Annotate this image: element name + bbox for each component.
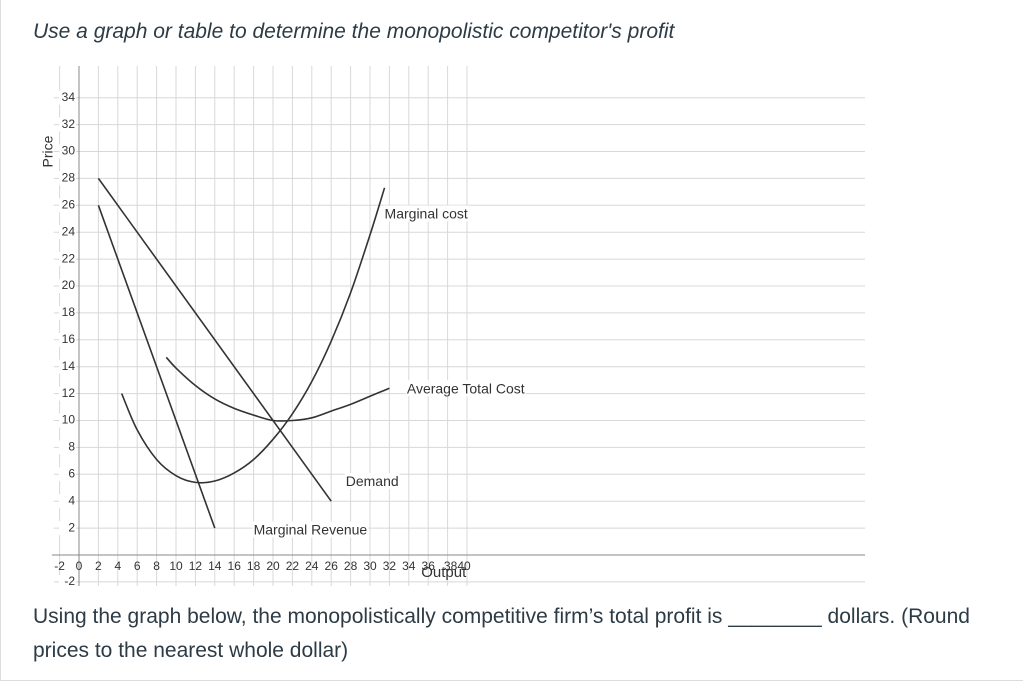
demand-curve [97,177,332,502]
x-tick-label: 36 [422,559,436,573]
y-tick-label: 14 [62,359,76,373]
y-tick-label-bg [59,494,76,509]
answer-prompt: Using the graph below, the monopolistica… [33,605,729,628]
x-tick-label: 22 [286,559,300,573]
y-tick-label-bg [59,252,76,267]
y-tick-label: -2 [64,574,75,586]
marginal-cost-label: Marginal cost [385,205,468,221]
y-tick-label: 34 [62,90,76,104]
cost-revenue-chart: -2 0 2 4 6 8 10 12 14 16 18 20 22 24 26 28 30 32 34 36 38 40-… [40,66,865,586]
answer-suffix: dollars. (Round prices to the nearest wh… [33,605,970,662]
y-tick-label-bg [59,413,76,428]
x-tick-label: 34 [402,559,416,573]
y-tick-label: 26 [62,197,76,211]
y-tick-label: 18 [62,305,76,319]
x-tick-label: 32 [383,559,397,573]
y-tick-label: 12 [62,386,76,400]
y-tick-label: 4 [68,493,75,507]
x-axis-label: Output [421,564,467,581]
x-tick-label: 40 [457,559,471,573]
y-axis-label: Price [40,135,56,167]
marginal-revenue-label-bg [252,521,369,538]
y-tick-label: 10 [62,413,76,427]
y-tick-label: 24 [62,224,76,238]
y-tick-label: 16 [62,332,76,346]
demand-label-bg [344,473,400,490]
y-tick-label-bg [59,467,76,482]
x-tick-label: 2 [95,559,102,573]
marginal-cost-curve [120,187,386,484]
x-tick-label: -2 [54,559,65,573]
y-tick-label-bg [59,359,76,374]
x-tick-label: 6 [134,559,141,573]
y-tick-label-bg [59,305,76,320]
x-tick-label: 38 [444,559,458,573]
average-total-cost-label-bg [405,380,526,397]
y-tick-label-bg [59,574,76,586]
x-tick-label: 12 [189,559,203,573]
x-tick-label: 26 [325,559,339,573]
y-tick-label-bg [59,279,76,293]
marginal-revenue-curve [97,205,216,529]
y-tick-label-bg [59,440,76,455]
y-tick-label: 8 [68,440,75,454]
y-tick-label: 6 [68,466,75,480]
y-tick-label-bg [59,90,76,105]
y-tick-label-bg [59,332,76,347]
y-tick-label: 32 [62,117,76,131]
x-tick-label: 18 [247,559,261,573]
y-tick-label-bg [59,171,76,186]
x-tick-label: 30 [363,559,377,573]
demand-label: Demand [346,473,399,489]
x-tick-label: 10 [169,559,183,573]
x-tick-label: 8 [153,559,160,573]
marginal-revenue-label: Marginal Revenue [254,521,368,537]
marginal-cost-label-bg [383,205,469,222]
answer-text: Using the graph below, the monopolistica… [33,600,1023,668]
y-tick-label-bg [59,521,76,536]
y-tick-label: 20 [62,278,76,292]
x-tick-label: 20 [266,559,280,573]
y-tick-label: 30 [62,144,76,158]
x-tick-label: 0 [76,559,83,573]
y-tick-label-bg [59,144,76,159]
y-tick-label-bg [59,225,76,240]
x-tick-label: 4 [114,559,121,573]
x-tick-label: 28 [344,559,358,573]
y-tick-label-bg [59,117,76,132]
answer-blank[interactable]: ________ [728,605,822,628]
y-tick-label: 22 [62,251,76,265]
x-tick-label: 16 [228,559,242,573]
x-tick-label: 14 [208,559,222,573]
question-title: Use a graph or table to determine the mo… [33,20,675,43]
average-total-cost-label: Average Total Cost [407,380,525,396]
y-tick-label: 2 [68,520,75,534]
y-tick-label-bg [59,198,76,213]
y-tick-label: 28 [62,171,76,185]
y-tick-label-bg [59,386,76,401]
x-tick-label: 24 [305,559,319,573]
